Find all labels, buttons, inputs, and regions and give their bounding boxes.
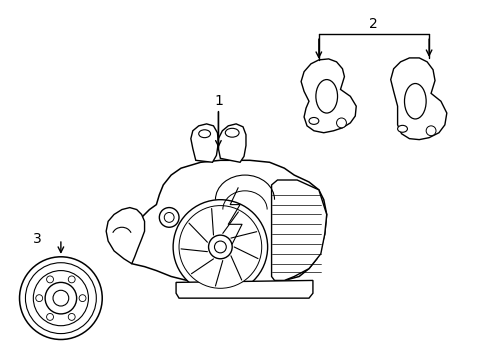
Text: 1: 1 bbox=[214, 94, 223, 108]
Circle shape bbox=[164, 212, 174, 222]
Circle shape bbox=[46, 314, 53, 320]
Circle shape bbox=[33, 271, 88, 326]
Circle shape bbox=[425, 126, 435, 136]
Circle shape bbox=[208, 235, 232, 259]
Text: 2: 2 bbox=[368, 17, 377, 31]
Ellipse shape bbox=[397, 125, 407, 132]
Circle shape bbox=[214, 241, 226, 253]
Circle shape bbox=[20, 257, 102, 339]
Text: 3: 3 bbox=[33, 232, 41, 246]
Ellipse shape bbox=[225, 128, 239, 137]
Circle shape bbox=[68, 276, 75, 283]
Circle shape bbox=[53, 290, 69, 306]
Circle shape bbox=[336, 118, 346, 128]
Circle shape bbox=[68, 314, 75, 320]
Circle shape bbox=[173, 200, 267, 294]
Ellipse shape bbox=[315, 80, 337, 113]
Polygon shape bbox=[126, 160, 326, 285]
Circle shape bbox=[25, 263, 96, 334]
Circle shape bbox=[36, 295, 42, 302]
Circle shape bbox=[79, 295, 86, 302]
Circle shape bbox=[179, 206, 261, 288]
Circle shape bbox=[45, 282, 77, 314]
Circle shape bbox=[46, 276, 53, 283]
Polygon shape bbox=[106, 208, 144, 264]
Polygon shape bbox=[176, 280, 312, 298]
Ellipse shape bbox=[198, 130, 210, 138]
Circle shape bbox=[159, 208, 179, 227]
Ellipse shape bbox=[308, 117, 318, 124]
Polygon shape bbox=[271, 180, 326, 280]
Polygon shape bbox=[301, 59, 356, 133]
Polygon shape bbox=[190, 124, 218, 162]
Ellipse shape bbox=[404, 84, 425, 119]
Polygon shape bbox=[218, 124, 245, 162]
Polygon shape bbox=[390, 58, 446, 140]
